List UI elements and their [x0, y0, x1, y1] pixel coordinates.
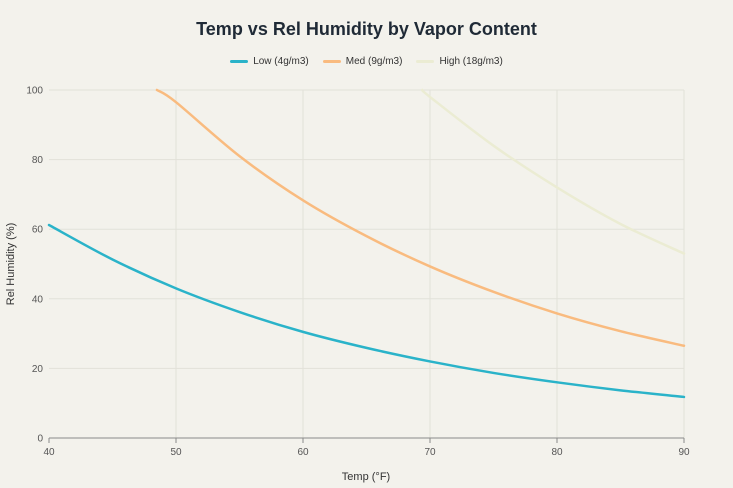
series-line-low[interactable]	[47, 223, 686, 399]
axes: 0 20 40 60 80 100 40 50 60 70 80 90	[26, 86, 690, 459]
legend-label-med: Med (9g/m3)	[345, 56, 403, 67]
y-tick-label: 20	[32, 364, 44, 375]
series-line-med[interactable]	[155, 88, 686, 348]
x-tick-label: 50	[170, 447, 182, 458]
x-tick-label: 90	[678, 447, 690, 458]
y-axis-title: Rel Humidity (%)	[5, 223, 17, 306]
legend-item-high[interactable]: High (18g/m3)	[416, 56, 503, 67]
legend-item-med[interactable]: Med (9g/m3)	[322, 56, 403, 67]
y-tick-label: 0	[37, 434, 43, 445]
series-lines	[47, 88, 686, 399]
legend-label-high: High (18g/m3)	[439, 56, 503, 67]
legend-swatch-low	[230, 60, 249, 63]
y-tick-label: 60	[32, 225, 44, 236]
y-tick-label: 40	[32, 294, 44, 305]
legend-swatch-med	[322, 60, 341, 63]
legend-label-low: Low (4g/m3)	[253, 56, 309, 67]
legend-swatch-high	[416, 60, 435, 63]
legend: Low (4g/m3) Med (9g/m3) High (18g/m3)	[0, 56, 733, 67]
series-line-high[interactable]	[420, 88, 686, 255]
legend-item-low[interactable]: Low (4g/m3)	[230, 56, 309, 67]
y-tick-label: 80	[32, 155, 44, 166]
x-tick-label: 70	[424, 447, 436, 458]
x-tick-label: 80	[551, 447, 563, 458]
x-tick-label: 60	[297, 447, 309, 458]
x-axis-title: Temp (°F)	[342, 471, 390, 483]
chart-title: Temp vs Rel Humidity by Vapor Content	[196, 19, 537, 39]
grid	[49, 89, 685, 438]
y-tick-label: 100	[26, 86, 43, 97]
x-tick-label: 40	[43, 447, 55, 458]
